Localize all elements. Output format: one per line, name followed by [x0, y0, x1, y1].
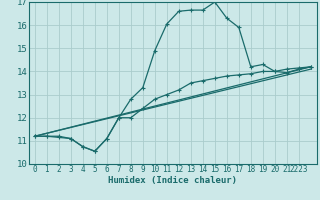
- X-axis label: Humidex (Indice chaleur): Humidex (Indice chaleur): [108, 176, 237, 185]
